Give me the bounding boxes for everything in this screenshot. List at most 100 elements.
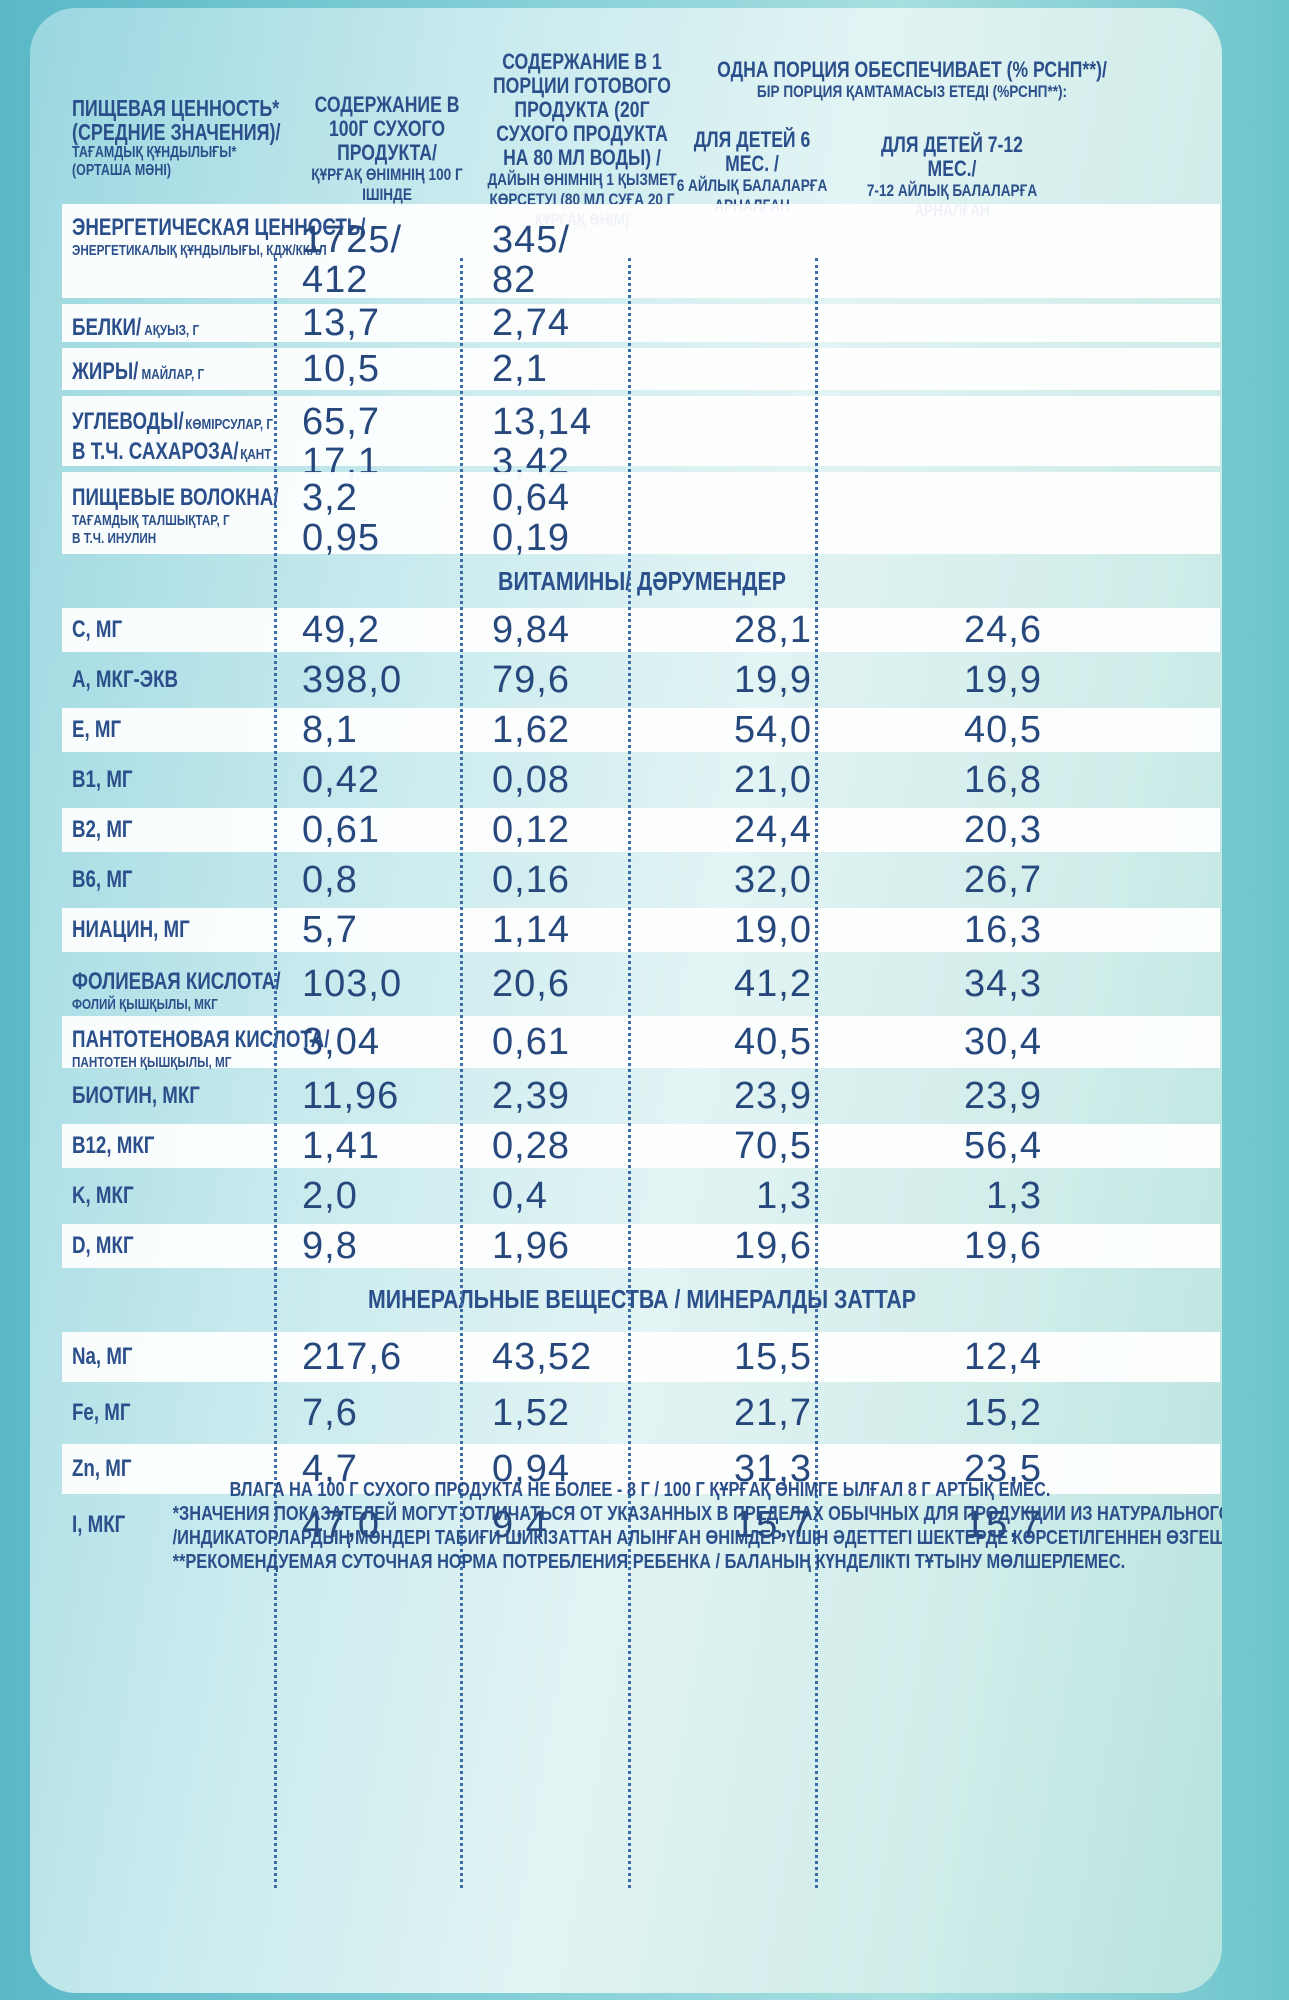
value-cell: 0,61 <box>302 809 380 851</box>
table-row: Fe, МГ 7,6 1,52 21,7 15,2 <box>62 1388 1220 1438</box>
value-cell: 32,0 <box>734 859 812 901</box>
row-label-2: В Т.Ч. САХАРОЗА/ҚАНТ <box>72 438 272 465</box>
footer-line: *ЗНАЧЕНИЯ ПОКАЗАТЕЛЕЙ МОГУТ ОТЛИЧАТЬСЯ О… <box>172 1503 1222 1525</box>
table-row: D, МКГ 9,8 1,96 19,6 19,6 <box>62 1224 1220 1268</box>
value-cell: 1,3 <box>756 1175 812 1217</box>
table-row: I, МКГ 47,0 9,4 15,7 15,7 <box>62 1500 1220 1550</box>
value-cell: 0,4 <box>492 1175 548 1217</box>
value-cell: 2,74 <box>492 302 570 344</box>
value-cell: 0,42 <box>302 759 380 801</box>
value-cell: 26,7 <box>964 859 1042 901</box>
value-cell: 15,7 <box>964 1504 1042 1546</box>
value-cell: 30,4 <box>964 1021 1042 1063</box>
row-label-sub: ЭНЕРГЕТИКАЛЫҚ ҚҰНДЫЛЫҒЫ, КДЖ/ККАЛ <box>72 242 327 259</box>
header-col5: ДЛЯ ДЕТЕЙ 7-12 МЕС./ 7-12 АЙЛЫҚ БАЛАЛАРҒ… <box>866 132 1038 221</box>
row-label: ФОЛИЕВАЯ КИСЛОТА/ <box>72 968 281 995</box>
value-cell: 56,4 <box>964 1125 1042 1167</box>
row-label: Na, МГ <box>72 1343 133 1370</box>
table-row: B12, МКГ 1,41 0,28 70,5 56,4 <box>62 1124 1220 1168</box>
value-cell: 9,8 <box>302 1225 358 1267</box>
value-cell: 2,0 <box>302 1175 358 1217</box>
table-row: БЕЛКИ/АҚУЫЗ, Г 13,7 2,74 <box>62 302 1220 344</box>
column-divider <box>815 258 818 1888</box>
value-cell: 65,7 <box>302 401 380 443</box>
value-cell: 19,6 <box>964 1225 1042 1267</box>
row-label: ПАНТОТЕНОВАЯ КИСЛОТА/ <box>72 1026 330 1053</box>
value-cell: 54,0 <box>734 709 812 751</box>
value-cell: 9,4 <box>492 1504 548 1546</box>
table-row: B6, МГ 0,8 0,16 32,0 26,7 <box>62 858 1220 902</box>
value-cell: 0,19 <box>492 517 570 559</box>
value-cell: 31,3 <box>734 1448 812 1490</box>
value-cell: 49,2 <box>302 609 380 651</box>
value-cell: 23,5 <box>964 1448 1042 1490</box>
value-cell: 24,6 <box>964 609 1042 651</box>
value-cell: 103,0 <box>302 963 403 1005</box>
value-cell: 12,4 <box>964 1336 1042 1378</box>
value-cell: 0,8 <box>302 859 358 901</box>
row-label: Fe, МГ <box>72 1399 131 1426</box>
value-cell: 1,62 <box>492 709 570 751</box>
table-row: ПАНТОТЕН ҚЫШҚЫЛЫ, МГ ПАНТОТЕНОВАЯ КИСЛОТА… <box>62 1016 1220 1071</box>
value-cell: 5,7 <box>302 909 358 951</box>
value-cell: 0,94 <box>492 1448 570 1490</box>
row-label-sub: ФОЛИЙ ҚЫШҚЫЛЫ, МКГ <box>72 996 218 1013</box>
table-row: Zn, МГ 4,7 0,94 31,3 23,5 <box>62 1444 1220 1494</box>
value-cell: 13,14 <box>492 401 593 443</box>
value-cell: 15,2 <box>964 1392 1042 1434</box>
section-title-minerals: МИНЕРАЛЬНЫЕ ВЕЩЕСТВА / МИНЕРАЛДЫ ЗАТТАР <box>367 1284 917 1314</box>
header-col1: ПИЩЕВАЯ ЦЕННОСТЬ* (СРЕДНИЕ ЗНАЧЕНИЯ)/ ТА… <box>72 95 281 179</box>
value-cell: 0,95 <box>302 517 380 559</box>
value-cell: 15,7 <box>734 1504 812 1546</box>
row-label: K, МКГ <box>72 1182 134 1209</box>
row-label: НИАЦИН, МГ <box>72 916 190 943</box>
value-cell: 1,14 <box>492 909 570 951</box>
value-cell: 15,5 <box>734 1336 812 1378</box>
row-label-sub: КӨМІРСУЛАР, Г <box>185 416 274 433</box>
value-cell: 11,96 <box>302 1075 400 1117</box>
value-cell: 4,7 <box>302 1448 358 1490</box>
value-cell: 0,12 <box>492 809 570 851</box>
value-cell: 3,2 <box>302 477 358 519</box>
row-label: ПИЩЕВЫЕ ВОЛОКНА/ <box>72 484 279 511</box>
value-cell: 2,39 <box>492 1075 570 1117</box>
value-cell: 16,8 <box>964 759 1042 801</box>
value-cell: 1725/ 412 <box>302 219 403 301</box>
value-cell: 13,7 <box>302 302 380 344</box>
value-cell: 398,0 <box>302 659 403 701</box>
value-cell: 0,16 <box>492 859 570 901</box>
table-row: B2, МГ 0,61 0,12 24,4 20,3 <box>62 808 1220 852</box>
value-cell: 8,1 <box>302 709 358 751</box>
value-cell: 40,5 <box>734 1021 812 1063</box>
table-row: УГЛЕВОДЫ/КӨМІРСУЛАР, Г В Т.Ч. САХАРОЗА/ҚА… <box>62 396 1220 482</box>
value-cell: 79,6 <box>492 659 570 701</box>
value-cell: 16,3 <box>964 909 1042 951</box>
row-label-sub: АҚУЫЗ, Г <box>144 322 200 339</box>
row-label-sub-2: В Т.Ч. ИНУЛИН <box>72 530 157 547</box>
table-row: A, МКГ-ЭКВ 398,0 79,6 19,9 19,9 <box>62 658 1220 702</box>
value-cell: 7,6 <box>302 1392 358 1434</box>
row-label: B2, МГ <box>72 816 133 843</box>
value-cell: 41,2 <box>734 963 812 1005</box>
value-cell: 43,52 <box>492 1336 593 1378</box>
nutrition-panel: ПИЩЕВАЯ ЦЕННОСТЬ* (СРЕДНИЕ ЗНАЧЕНИЯ)/ ТА… <box>30 8 1222 1993</box>
value-cell: 70,5 <box>734 1125 812 1167</box>
value-cell: 1,52 <box>492 1392 570 1434</box>
table-row: B1, МГ 0,42 0,08 21,0 16,8 <box>62 758 1220 802</box>
table-row: C, МГ 49,2 9,84 28,1 24,6 <box>62 608 1220 652</box>
table-row: E, МГ 8,1 1,62 54,0 40,5 <box>62 708 1220 752</box>
table-row: ФОЛИЙ ҚЫШҚЫЛЫ, МКГ ФОЛИЕВАЯ КИСЛОТА/103,0… <box>62 958 1220 1013</box>
value-cell: 20,3 <box>964 809 1042 851</box>
row-label: A, МКГ-ЭКВ <box>72 666 179 693</box>
row-label: D, МКГ <box>72 1232 134 1259</box>
value-cell: 40,5 <box>964 709 1042 751</box>
value-cell: 0,64 <box>492 477 570 519</box>
value-cell: 19,9 <box>734 659 812 701</box>
value-cell: 9,84 <box>492 609 570 651</box>
footer-line: **РЕКОМЕНДУЕМАЯ СУТОЧНАЯ НОРМА ПОТРЕБЛЕН… <box>172 1551 1126 1573</box>
value-cell: 1,41 <box>302 1125 380 1167</box>
row-label: БЕЛКИ/АҚУЫЗ, Г <box>72 314 200 341</box>
row-label-sub: МАЙЛАР, Г <box>141 366 205 383</box>
column-divider <box>460 258 463 1888</box>
